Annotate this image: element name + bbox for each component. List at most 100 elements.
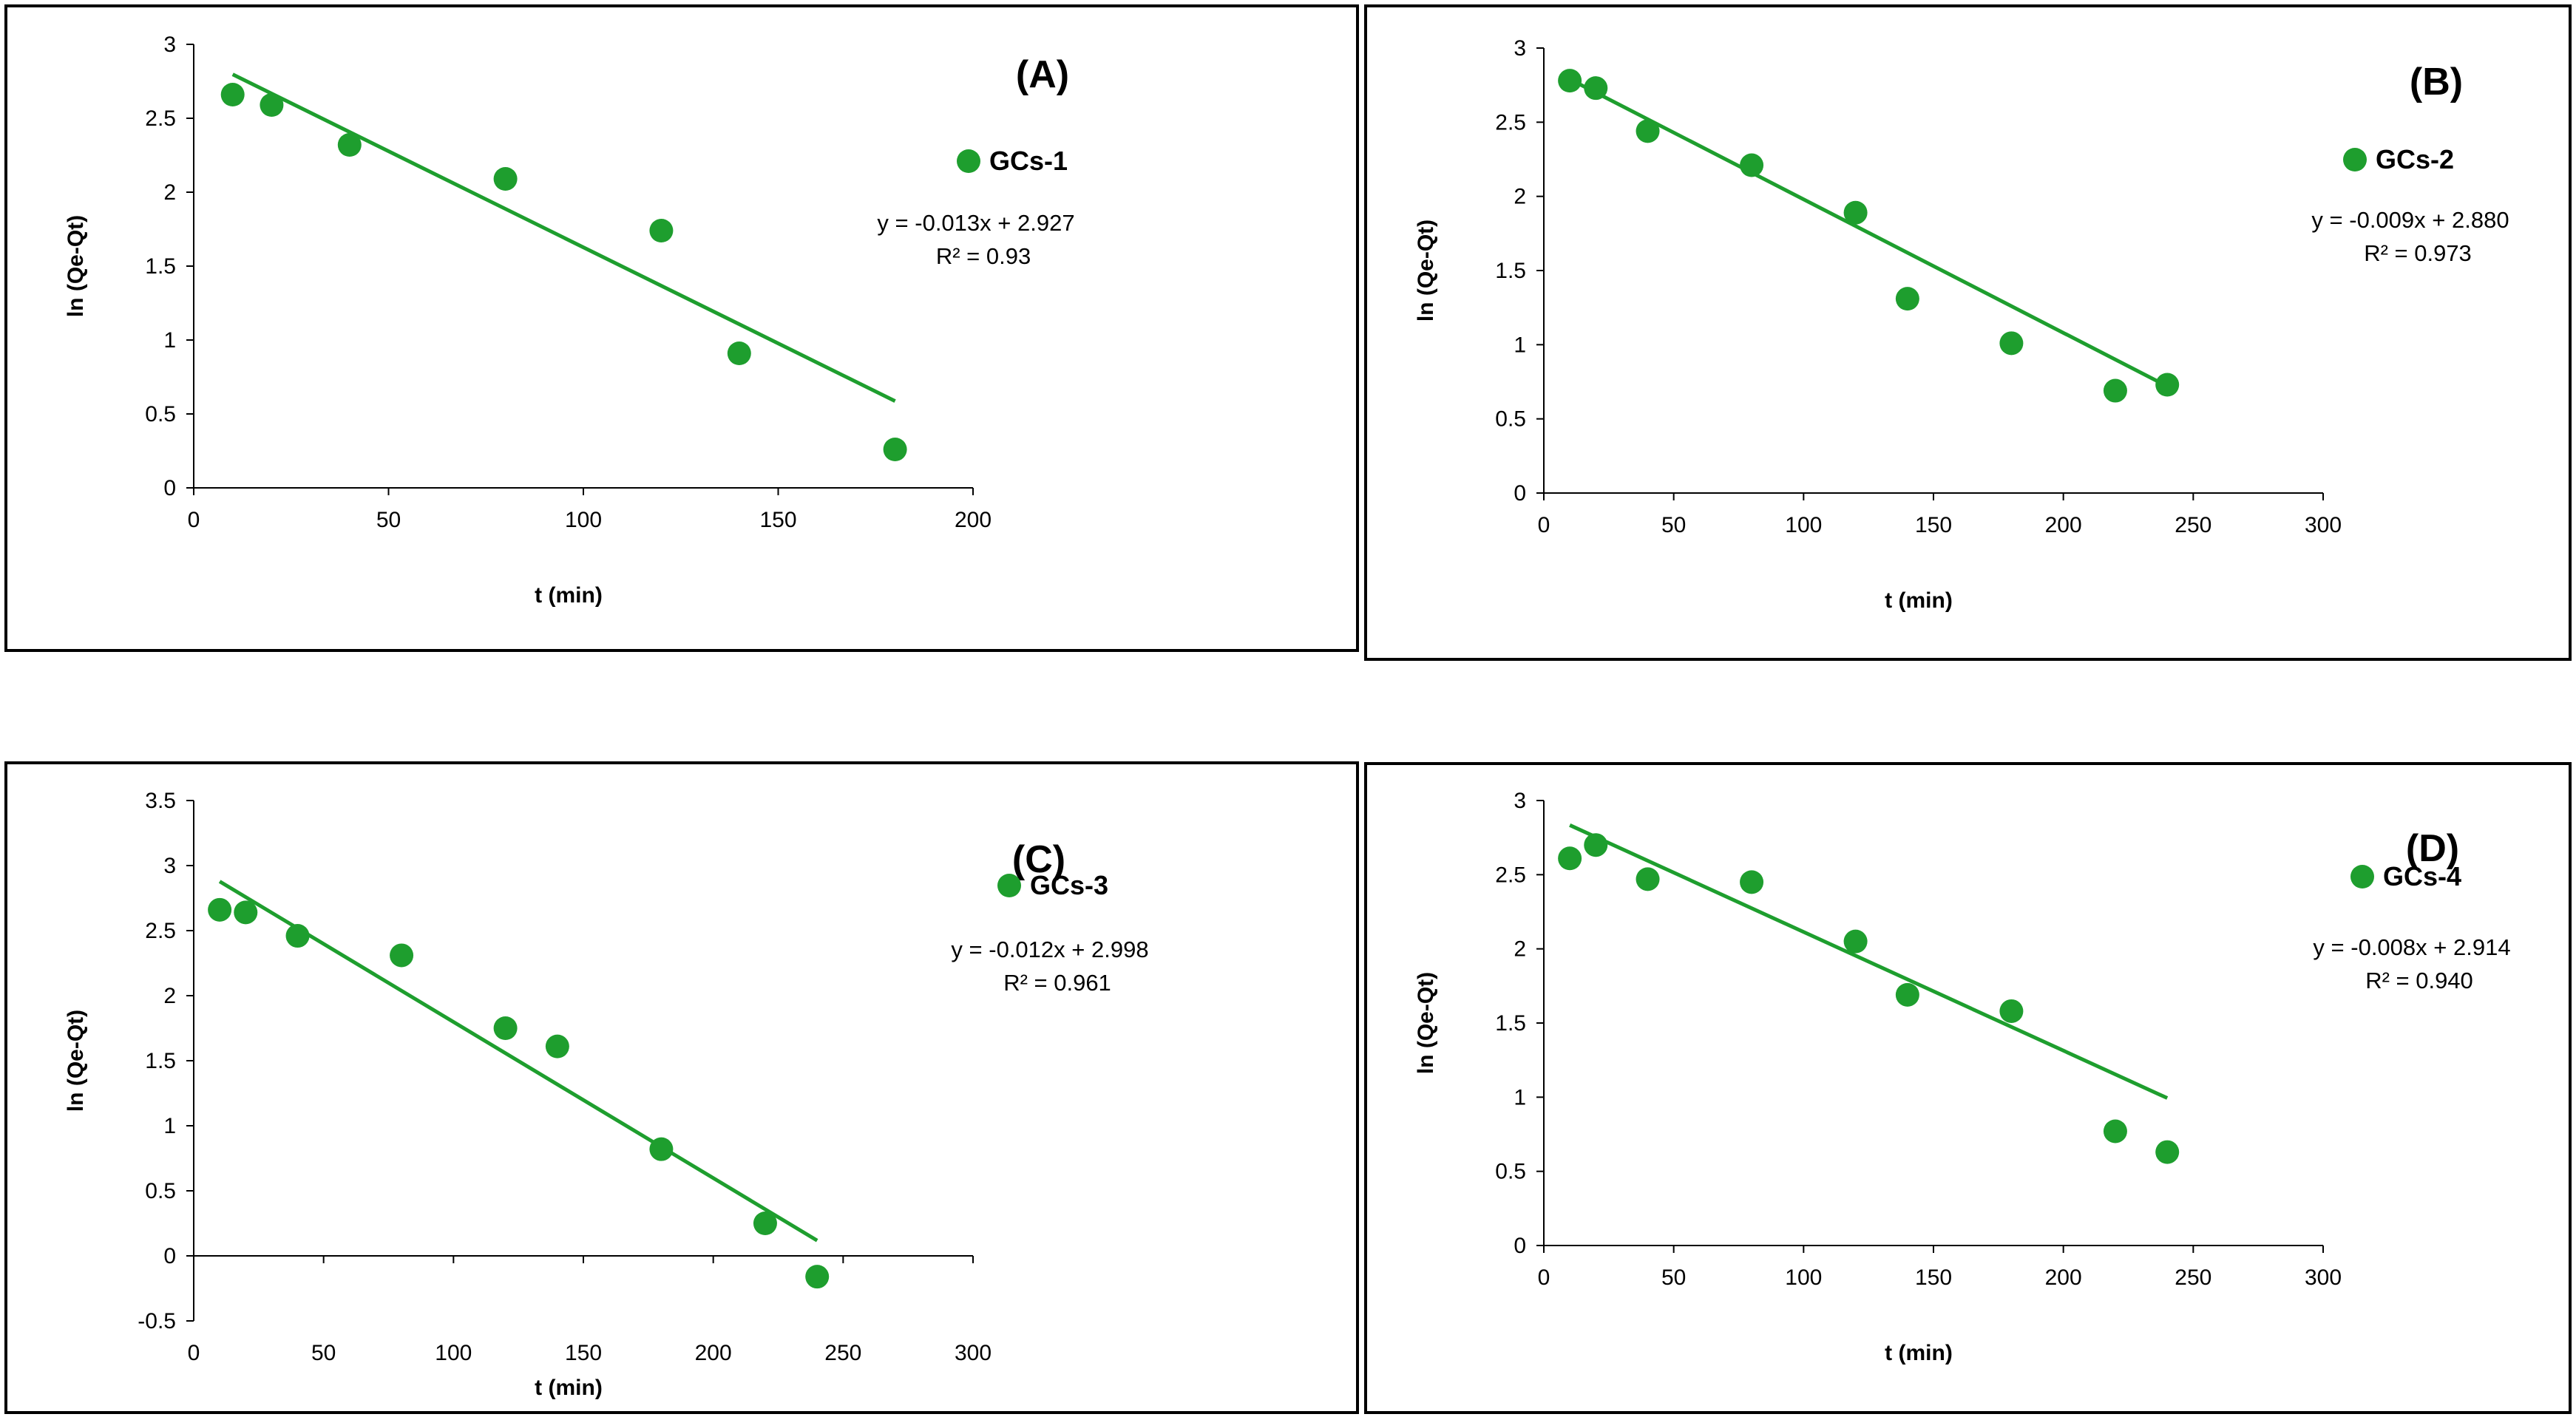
data-point <box>260 93 284 117</box>
y-tick-label: 2 <box>1514 937 1526 962</box>
y-tick-label: 1.5 <box>145 254 176 279</box>
y-tick-label: 3 <box>163 854 176 878</box>
trendline-equation: y = -0.012x + 2.998 <box>951 937 1148 962</box>
data-point <box>1636 119 1660 143</box>
y-tick-label: -0.5 <box>138 1309 176 1333</box>
y-tick-label: 0.5 <box>1495 1160 1526 1184</box>
x-tick-label: 250 <box>2175 1265 2211 1290</box>
y-tick-label: 1 <box>1514 1085 1526 1110</box>
legend-label: GCs-2 <box>2376 144 2454 174</box>
data-point <box>1843 929 1868 954</box>
x-tick-label: 300 <box>2305 1265 2342 1290</box>
x-tick-label: 100 <box>565 508 602 532</box>
trendline-equation: y = -0.013x + 2.927 <box>877 210 1074 236</box>
trendline <box>1569 823 2169 1100</box>
y-tick-label: 2 <box>163 984 176 1008</box>
data-point <box>753 1212 777 1235</box>
x-tick-label: 250 <box>2175 513 2211 537</box>
x-tick-label: 50 <box>1661 513 1686 537</box>
data-point <box>727 341 751 365</box>
data-point <box>493 1016 518 1040</box>
data-point <box>234 900 258 925</box>
y-tick-label: 1.5 <box>1495 259 1526 283</box>
data-point <box>883 438 907 461</box>
x-tick-label: 150 <box>1915 513 1952 537</box>
x-tick-label: 150 <box>565 1341 602 1365</box>
x-tick-label: 0 <box>188 1341 200 1365</box>
y-tick-label: 1 <box>163 1114 176 1138</box>
panel-label: (A) <box>1016 53 1069 96</box>
x-tick-label: 100 <box>1785 1265 1822 1290</box>
legend-label: GCs-1 <box>989 146 1068 176</box>
data-point <box>1843 200 1868 225</box>
x-axis-label: t (min) <box>535 583 603 608</box>
x-tick-label: 300 <box>2305 513 2342 537</box>
chart-frame <box>4 4 1359 652</box>
r-squared-label: R² = 0.961 <box>1003 970 1111 996</box>
x-tick-label: 200 <box>955 508 992 532</box>
y-tick-label: 0.5 <box>145 402 176 427</box>
y-tick-label: 0.5 <box>145 1179 176 1203</box>
y-tick-label: 1.5 <box>145 1049 176 1073</box>
x-tick-label: 0 <box>1538 513 1550 537</box>
trendline-equation: y = -0.009x + 2.880 <box>2311 207 2509 233</box>
data-point <box>649 1137 674 1161</box>
y-tick-label: 0 <box>1514 481 1526 506</box>
x-tick-label: 0 <box>1538 1265 1550 1290</box>
x-tick-label: 150 <box>759 508 796 532</box>
data-point <box>2103 378 2127 403</box>
y-tick-label: 3 <box>1514 36 1526 61</box>
x-tick-label: 200 <box>2045 513 2082 537</box>
y-tick-label: 2.5 <box>145 919 176 943</box>
data-point <box>208 897 232 922</box>
r-squared-label: R² = 0.940 <box>2365 968 2473 993</box>
chart-panel-a: 0 0.5 1 1.5 2 2.5 3 0 50 100 150 200 t (min) ln (Qe-Q… <box>4 4 1359 652</box>
y-axis-label: ln (Qe-Qt) <box>1414 972 1438 1074</box>
y-tick-label: 1.5 <box>1495 1011 1526 1036</box>
data-point <box>2155 373 2180 397</box>
x-tick-label: 0 <box>188 508 200 532</box>
chart-frame <box>1364 762 2572 1414</box>
legend-label: GCs-3 <box>1030 870 1108 900</box>
y-tick-label: 1 <box>163 328 176 353</box>
data-point <box>649 219 674 242</box>
trendline <box>231 72 896 403</box>
data-point <box>1740 870 1764 894</box>
data-point <box>337 133 362 157</box>
x-tick-label: 100 <box>1785 513 1822 537</box>
legend-marker <box>2350 865 2374 888</box>
trendline <box>218 880 818 1243</box>
data-point <box>545 1034 569 1058</box>
data-point <box>1895 982 1919 1007</box>
panel-label: (C) <box>1012 838 1065 881</box>
x-tick-label: 200 <box>695 1341 732 1365</box>
data-point <box>285 924 310 948</box>
data-point <box>1558 69 1582 93</box>
data-point <box>2103 1119 2127 1144</box>
data-point <box>1740 153 1764 177</box>
data-point <box>1999 331 2024 356</box>
chart-frame <box>1364 4 2572 661</box>
data-point <box>1584 833 1608 857</box>
y-tick-label: 3 <box>1514 789 1526 813</box>
y-axis-label: ln (Qe-Qt) <box>1414 220 1438 322</box>
y-axis-label: ln (Qe-Qt) <box>64 215 88 317</box>
x-axis-label: t (min) <box>1885 1341 1953 1365</box>
x-axis-label: t (min) <box>535 1376 603 1400</box>
trendline <box>1568 77 2169 388</box>
chart-panel-b: 0 0.5 1 1.5 2 2.5 3 0 50 100 150 200 250 300 t (min) ln… <box>1364 4 2572 661</box>
chart-panel-c: -0.5 0 0.5 1 1.5 2 2.5 3 3.5 0 50 100 150 200 250 300 t … <box>4 761 1359 1414</box>
x-tick-label: 300 <box>955 1341 992 1365</box>
data-point <box>1895 287 1919 311</box>
y-tick-label: 1 <box>1514 333 1526 357</box>
chart-frame <box>4 761 1359 1414</box>
x-tick-label: 50 <box>376 508 401 532</box>
r-squared-label: R² = 0.93 <box>936 243 1031 269</box>
x-tick-label: 50 <box>1661 1265 1686 1290</box>
panel-label: (D) <box>2406 827 2459 870</box>
data-point <box>1558 846 1582 871</box>
legend-label: GCs-4 <box>2383 861 2461 891</box>
y-tick-label: 2.5 <box>145 106 176 131</box>
x-tick-label: 50 <box>311 1341 336 1365</box>
x-axis-label: t (min) <box>1885 588 1953 613</box>
